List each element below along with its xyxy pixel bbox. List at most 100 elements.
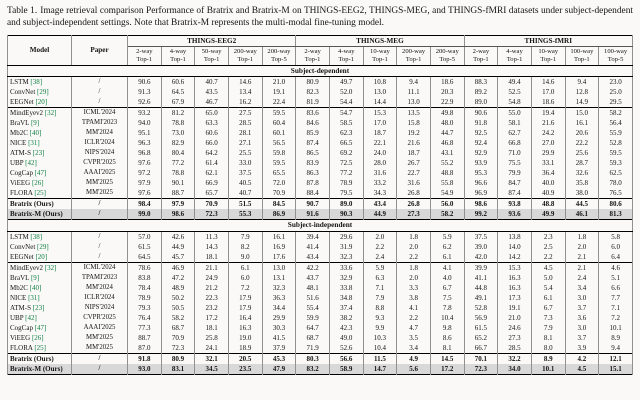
value-cell: 78.8: [160, 168, 196, 178]
header-row-groups: Model Paper THINGS-EEG2 THINGS-MEG THINGS-fM…: [7, 35, 634, 66]
column-header: 2-way Top-1: [295, 46, 330, 66]
value-cell: 32.1: [194, 352, 229, 364]
model-name: MindEyev2: [10, 109, 44, 117]
value-cell: 60.6: [160, 76, 196, 87]
value-cell: 48.9: [160, 282, 196, 293]
value-cell: 32.2: [497, 352, 532, 364]
value-cell: 18.9: [227, 342, 263, 353]
value-cell: 40.5: [227, 178, 263, 188]
model-name: ConvNet: [10, 242, 36, 251]
paper-cell: MM'2025: [71, 178, 128, 188]
value-cell: 48.1: [295, 282, 330, 293]
value-cell: 2.5: [530, 241, 566, 252]
value-cell: 90.7: [295, 198, 330, 209]
column-header: 10-way Top-1: [362, 46, 398, 66]
value-cell: 73.0: [160, 128, 196, 138]
column-header-way: 100-way: [604, 48, 628, 56]
value-cell: 60.1: [261, 128, 297, 138]
model-name: UBP: [10, 313, 24, 322]
value-cell: 6.1: [227, 261, 263, 273]
value-cell: 2.0: [396, 241, 431, 252]
paper-cell: MM'2025: [71, 188, 128, 199]
value-cell: 84.7: [497, 178, 532, 188]
column-header-way: 2-way: [304, 48, 321, 56]
value-cell: 21.1: [194, 261, 229, 273]
model-name: CogCap: [10, 169, 33, 177]
value-cell: 91.6: [295, 209, 330, 220]
model-cell: UBP [42]: [7, 312, 72, 323]
value-cell: 92.4: [463, 138, 499, 148]
value-cell: 77.2: [160, 158, 196, 168]
value-cell: 10.1: [530, 363, 566, 374]
value-cell: 62.5: [598, 168, 633, 178]
column-header-way: 50-way: [201, 48, 222, 56]
column-header-way: 4-way: [169, 48, 187, 56]
value-cell: 86.5: [295, 148, 330, 158]
value-cell: 28.0: [362, 158, 398, 168]
citation: [9]: [29, 119, 40, 127]
table-row: ConvNet [29]/61.5 44.9 14.3 8.2 16.9 41.4 31.9…: [7, 241, 633, 252]
value-cell: 6.4: [598, 251, 633, 262]
paper-cell: /: [71, 87, 128, 97]
model-name: ViEEG: [10, 179, 31, 187]
value-cell: 66.5: [328, 138, 364, 148]
table-row: LSTM [38]/90.6 60.6 40.7 14.6 21.0 80.9 49.7 10…: [7, 76, 633, 87]
value-cell: 7.1: [362, 282, 398, 293]
value-cell: 20.5: [227, 352, 263, 364]
value-cell: 16.9: [261, 241, 297, 252]
results-table: Model Paper THINGS-EEG2 THINGS-MEG THINGS-fM…: [7, 34, 634, 375]
model-name: FLORA: [10, 189, 33, 197]
value-cell: 66.7: [463, 342, 499, 353]
value-cell: 35.8: [564, 178, 600, 188]
value-cell: 16.1: [564, 118, 600, 128]
value-cell: 80.3: [295, 352, 330, 364]
model-cell: EEGNet [20]: [7, 251, 72, 262]
value-cell: 12.1: [598, 352, 633, 364]
value-cell: 13.1: [261, 272, 297, 283]
value-cell: 8.1: [530, 332, 566, 343]
table-row: BraVL [9] TPAMI'2023 83.8 47.2 24.9 6.0 13.1 43…: [7, 272, 633, 283]
column-header-topk: Top-1: [540, 55, 557, 63]
value-cell: 96.8: [127, 148, 162, 158]
value-cell: 34.5: [194, 363, 229, 374]
model-cell: FLORA [25]: [7, 342, 72, 353]
column-header: 4-way Top-1: [497, 46, 532, 66]
value-cell: 93.6: [497, 209, 532, 220]
model-name: Bratrix (Ours): [10, 354, 54, 363]
value-cell: 32.3: [261, 282, 297, 293]
value-cell: 33.2: [362, 178, 398, 188]
value-cell: 44.9: [160, 241, 196, 252]
value-cell: 1.8: [396, 231, 431, 242]
value-cell: 71.0: [497, 148, 532, 158]
value-cell: 49.4: [497, 76, 532, 87]
value-cell: 25.6: [564, 148, 600, 158]
value-cell: 3.7: [564, 332, 600, 343]
value-cell: 59.3: [598, 158, 633, 168]
table-row: MindEyev2 [32] ICML'2024 78.6 46.9 21.1 6.1 13…: [7, 261, 633, 273]
value-cell: 50.5: [160, 302, 196, 313]
value-cell: 7.7: [598, 292, 633, 303]
value-cell: 18.7: [362, 128, 398, 138]
value-cell: 56.6: [328, 352, 364, 364]
column-header-topk: Top-1: [405, 55, 422, 63]
value-cell: 3.7: [564, 302, 600, 313]
value-cell: 26.8: [396, 198, 431, 209]
model-cell: BraVL [9]: [7, 272, 72, 283]
value-cell: 72.3: [194, 209, 229, 220]
citation: [20]: [33, 252, 48, 261]
column-header: 200-way Top-1: [396, 46, 431, 66]
value-cell: 90.6: [463, 107, 499, 118]
value-cell: 18.6: [429, 76, 465, 87]
value-cell: 22.3: [194, 292, 229, 303]
model-cell: ViEEG [26]: [7, 178, 72, 188]
value-cell: 65.0: [194, 107, 229, 118]
value-cell: 76.4: [127, 312, 162, 323]
value-cell: 24.1: [194, 342, 229, 353]
paper-cell: MM'2024: [71, 282, 128, 293]
citation: [42]: [23, 313, 37, 322]
value-cell: 59.5: [261, 107, 297, 118]
value-cell: 5.8: [598, 231, 633, 242]
value-cell: 24.0: [362, 148, 398, 158]
value-cell: 15.3: [497, 261, 532, 273]
value-cell: 33.1: [530, 158, 566, 168]
